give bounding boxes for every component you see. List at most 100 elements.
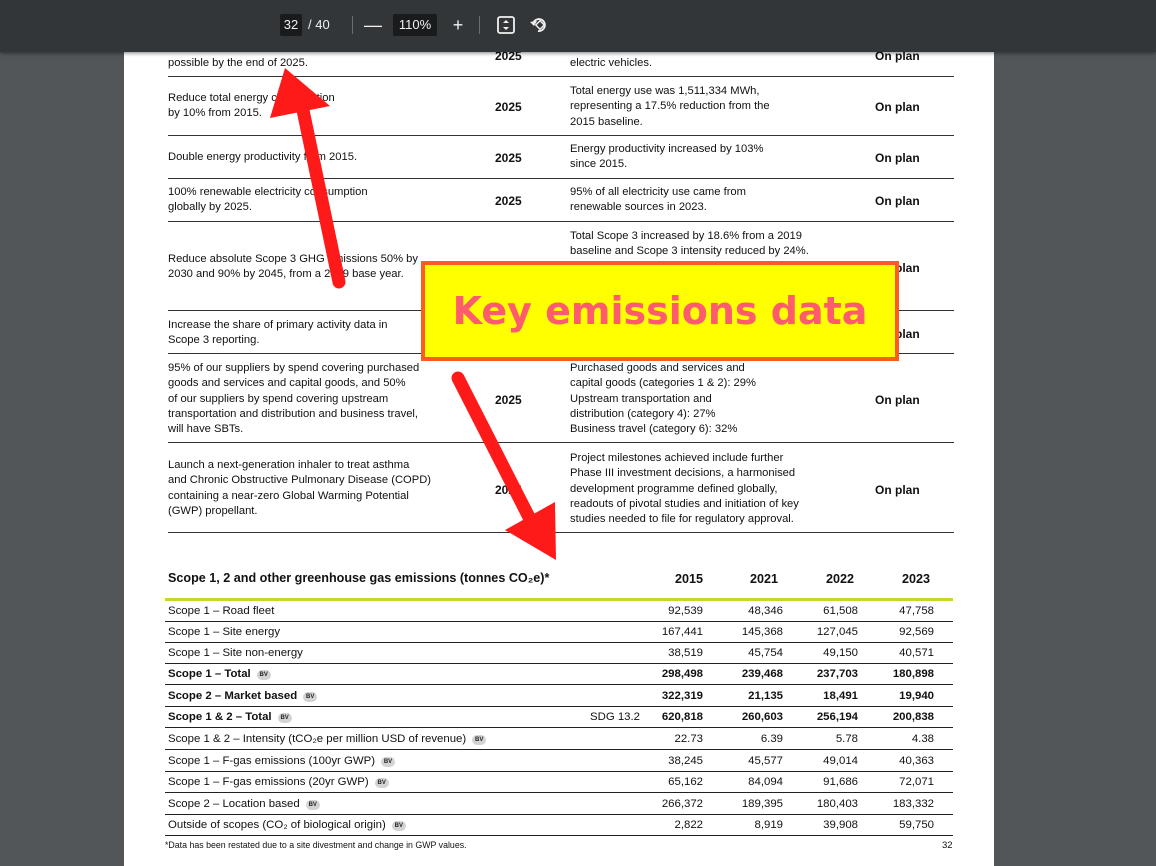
emissions-row-label: Scope 1 – F-gas emissions (20yr GWP) BV bbox=[168, 776, 389, 788]
status-cell: On plan bbox=[875, 49, 920, 63]
target-year: 2025 bbox=[495, 194, 522, 208]
emissions-value-cell: 8,919 bbox=[754, 819, 783, 831]
emissions-value-cell: 39,908 bbox=[823, 819, 858, 831]
emissions-row-label: Scope 1 – Road fleet bbox=[168, 605, 274, 617]
emissions-value-cell: 260,603 bbox=[741, 711, 783, 723]
emissions-value-cell: 6.39 bbox=[760, 733, 783, 745]
goal-cell: Double energy productivity from 2015. bbox=[168, 151, 358, 163]
row-label-text: Scope 1 – Road fleet bbox=[168, 605, 275, 617]
rotate-icon bbox=[530, 18, 546, 32]
progress-cell: Project milestones achieved include furt… bbox=[570, 452, 799, 526]
emissions-value-cell: 38,245 bbox=[668, 755, 703, 767]
emissions-value-cell: 239,468 bbox=[741, 668, 783, 680]
table-row-divider bbox=[165, 642, 953, 643]
status-cell: On plan bbox=[875, 483, 920, 497]
status-cell: On plan bbox=[875, 151, 920, 165]
goal-cell: Launch a next-generation inhaler to trea… bbox=[168, 459, 431, 517]
emissions-value-cell: 5.78 bbox=[835, 733, 858, 745]
toolbar-divider bbox=[479, 16, 480, 34]
bv-badge: BV bbox=[303, 692, 318, 702]
zoom-in-button[interactable]: + bbox=[452, 15, 464, 35]
target-year: 2025 bbox=[495, 151, 522, 165]
year-header: 2021 bbox=[749, 572, 778, 586]
page-number: 32 bbox=[942, 840, 953, 851]
row-label-text: Scope 1 – F-gas emissions (20yr GWP) bbox=[168, 776, 369, 788]
year-header: 2022 bbox=[825, 572, 854, 586]
row-divider bbox=[168, 135, 954, 136]
toolbar-divider bbox=[352, 16, 353, 34]
table-row-divider bbox=[165, 663, 953, 664]
page-number-input[interactable]: 32 bbox=[280, 14, 302, 36]
emissions-value-cell: 65,162 bbox=[668, 776, 703, 788]
row-label-text: Scope 1 – Site energy bbox=[168, 626, 281, 638]
footnote: *Data has been restated due to a site di… bbox=[165, 840, 467, 850]
emissions-value-cell: 180,898 bbox=[892, 668, 934, 680]
emissions-value-cell: 22.73 bbox=[674, 733, 703, 745]
emissions-value-cell: 45,577 bbox=[748, 755, 783, 767]
emissions-value-cell: 92,569 bbox=[899, 626, 934, 638]
emissions-value-cell: 189,395 bbox=[741, 798, 783, 810]
emissions-row-label: Scope 1 & 2 – Intensity (tCO₂e per milli… bbox=[168, 733, 487, 745]
emissions-value-cell: 40,571 bbox=[899, 647, 934, 659]
emissions-value-cell: 38,519 bbox=[668, 647, 703, 659]
emissions-value-cell: 19,940 bbox=[899, 690, 934, 702]
rotate-button[interactable] bbox=[529, 15, 549, 37]
table-row-divider bbox=[165, 835, 953, 836]
status-cell: On plan bbox=[875, 100, 920, 114]
progress-cell: Total energy use was 1,511,334 MWh, repre… bbox=[570, 85, 770, 128]
row-divider bbox=[168, 532, 954, 533]
emissions-value-cell: 4.38 bbox=[911, 733, 934, 745]
goal-cell: 100% renewable electricity consumption gl… bbox=[168, 186, 368, 214]
target-year: 2025 bbox=[495, 100, 522, 114]
emissions-value-cell: 256,194 bbox=[816, 711, 858, 723]
callout-text: Key emissions data bbox=[452, 289, 868, 333]
bv-badge: BV bbox=[374, 778, 389, 788]
progress-cell: 95% of all electricity use came from rene… bbox=[570, 186, 746, 214]
row-label-text: Scope 1 – Site non-energy bbox=[168, 647, 303, 659]
table-header-rule bbox=[165, 598, 953, 601]
goal-cell: possible by the end of 2025. bbox=[168, 57, 308, 69]
emissions-value-cell: 21,135 bbox=[748, 690, 783, 702]
document-page: possible by the end of 2025. 2025 electr… bbox=[124, 0, 994, 866]
emissions-value-cell: 48,346 bbox=[748, 605, 783, 617]
table-row-divider bbox=[165, 749, 953, 750]
emissions-row-label: Scope 2 – Location based BV bbox=[168, 798, 320, 810]
emissions-value-cell: 298,498 bbox=[661, 668, 703, 680]
emissions-row-label: Outside of scopes (CO₂ of biological ori… bbox=[168, 819, 406, 831]
emissions-value-cell: 49,150 bbox=[823, 647, 858, 659]
emissions-value-cell: 72,071 bbox=[899, 776, 934, 788]
emissions-value-cell: 2,822 bbox=[674, 819, 703, 831]
row-divider bbox=[168, 76, 954, 77]
emissions-value-cell: 145,368 bbox=[741, 626, 783, 638]
pdf-toolbar: 32 / 40 — 110% + bbox=[0, 0, 1156, 52]
row-label-text: Scope 2 – Location based bbox=[168, 798, 300, 810]
emissions-value-cell: 91,686 bbox=[823, 776, 858, 788]
emissions-value-cell: 61,508 bbox=[823, 605, 858, 617]
zoom-out-button[interactable]: — bbox=[364, 15, 382, 35]
emissions-table-title: Scope 1, 2 and other greenhouse gas emis… bbox=[168, 571, 550, 585]
emissions-value-cell: 266,372 bbox=[661, 798, 703, 810]
fit-page-button[interactable] bbox=[496, 15, 516, 37]
emissions-row-label: Scope 1 & 2 – Total BV bbox=[168, 711, 292, 723]
row-divider bbox=[168, 221, 954, 222]
row-label-text: Outside of scopes (CO₂ of biological ori… bbox=[168, 819, 386, 831]
goal-cell: Increase the share of primary activity d… bbox=[168, 319, 388, 347]
emissions-value-cell: 183,332 bbox=[892, 798, 934, 810]
goal-cell: Reduce total energy consumption by 10% fr… bbox=[168, 92, 335, 120]
fit-page-icon bbox=[497, 16, 515, 34]
progress-cell: Energy productivity increased by 103% sin… bbox=[570, 143, 764, 171]
emissions-row-label: Scope 1 – F-gas emissions (100yr GWP) BV bbox=[168, 755, 396, 767]
emissions-value-cell: 127,045 bbox=[816, 626, 858, 638]
zoom-level-input[interactable]: 110% bbox=[393, 14, 437, 36]
bv-badge: BV bbox=[305, 800, 320, 810]
emissions-value-cell: 45,754 bbox=[748, 647, 783, 659]
emissions-value-cell: 59,750 bbox=[899, 819, 934, 831]
emissions-row-label: Scope 2 – Market based BV bbox=[168, 690, 318, 702]
emissions-value-cell: 237,703 bbox=[816, 668, 858, 680]
emissions-value-cell: 620,818 bbox=[661, 711, 703, 723]
year-header: 2023 bbox=[901, 572, 930, 586]
row-label-text: Scope 1 – F-gas emissions (100yr GWP) bbox=[168, 755, 376, 767]
year-header: 2015 bbox=[674, 572, 703, 586]
progress-cell: electric vehicles. bbox=[570, 57, 653, 69]
target-year: 2025 bbox=[495, 49, 522, 63]
